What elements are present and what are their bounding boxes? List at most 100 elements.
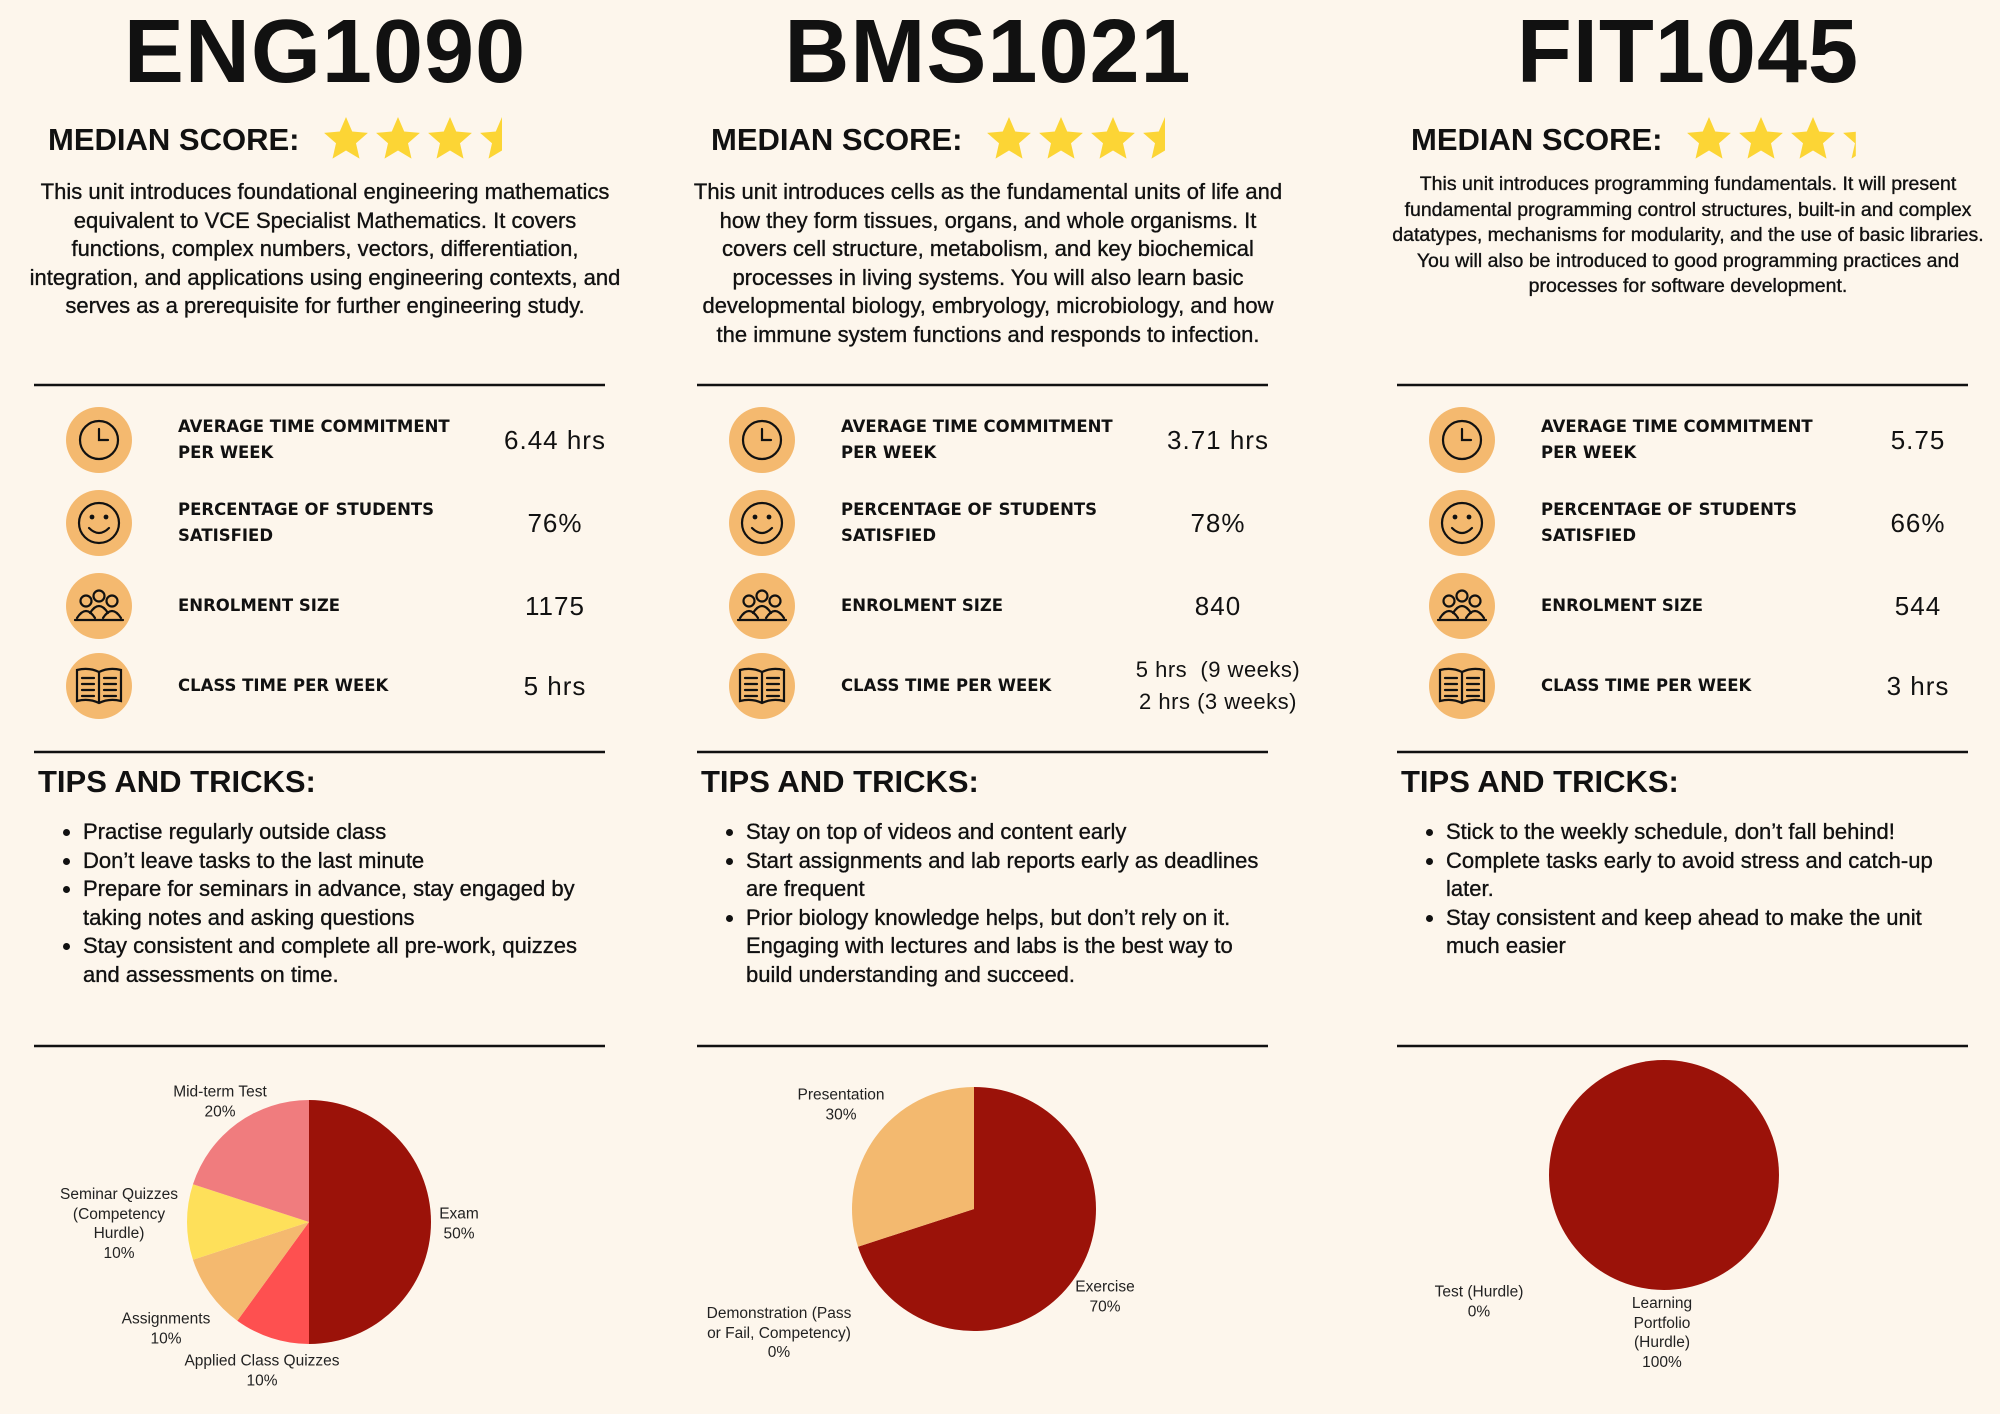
pie-value-label: 100% — [1642, 1353, 1682, 1371]
pie-slice — [192, 1100, 309, 1222]
star — [1739, 117, 1783, 159]
pie-slice — [309, 1100, 431, 1344]
tip: Stick to the weekly schedule, don’t fall… — [1446, 818, 1966, 847]
star — [1091, 117, 1135, 159]
stat-value: 5 hrs (9 weeks) 2 hrs (3 weeks) — [1108, 654, 1328, 718]
stat-icon — [1429, 653, 1495, 719]
icon-dot — [103, 514, 109, 520]
stat-label: PERCENTAGE OF STUDENTS SATISFIED — [1541, 500, 1798, 545]
tip: Stay on top of videos and content early — [746, 818, 1266, 847]
tip: Practise regularly outside class — [83, 818, 603, 847]
median-label: MEDIAN SCORE: — [711, 122, 963, 157]
icon-line — [77, 501, 121, 545]
pie-slice — [192, 1222, 309, 1321]
stat-value: 78% — [1190, 508, 1246, 538]
pie-category: Demonstration (Pass or Fail, Competency) — [706, 1304, 852, 1342]
icon-line — [764, 609, 786, 620]
pie-category: Mid-term Test — [173, 1083, 267, 1101]
median-label: MEDIAN SCORE: — [48, 122, 300, 157]
icon-line — [1438, 609, 1460, 620]
tip: Stay consistent and keep ahead to make t… — [1446, 904, 1966, 961]
pie-category: Assignments — [121, 1310, 211, 1328]
icon-dot — [752, 514, 758, 520]
star — [1687, 117, 1731, 159]
tips-heading: TIPS AND TRICKS: — [1401, 764, 1679, 799]
pie-slice — [186, 1184, 309, 1260]
stat-icon — [1429, 490, 1495, 556]
stat-label: PERCENTAGE OF STUDENTS SATISFIED — [178, 500, 435, 545]
icon-line — [750, 526, 774, 535]
stat-label: ENROLMENT SIZE — [841, 596, 1004, 615]
icon-bg — [1429, 490, 1495, 556]
icon-dot — [766, 514, 772, 520]
star — [1143, 117, 1165, 159]
pie-label: Learning Portfolio (Hurdle) 100% — [1607, 1294, 1717, 1372]
stat-label: CLASS TIME PER WEEK — [178, 676, 389, 695]
stat-value: 840 — [1194, 591, 1242, 621]
stat-value: 76% — [527, 508, 583, 538]
stat-value: 3.71 hrs — [1167, 425, 1269, 455]
pie-slice — [857, 1087, 1096, 1331]
icon-line — [760, 427, 773, 442]
icon-line — [1468, 594, 1482, 608]
unit-column: ENG1090 MEDIAN SCORE: This unit introduces… — [25, 0, 625, 1414]
pie-category: Test (Hurdle) — [1434, 1283, 1524, 1301]
pie-value-label: 0% — [767, 1343, 791, 1361]
stat-icon — [729, 573, 795, 639]
stat-icon — [66, 407, 132, 473]
icon-line — [1455, 589, 1469, 603]
pie-label: Seminar Quizzes (Competency Hurdle) 10% — [54, 1185, 184, 1263]
star — [376, 117, 420, 159]
unit-column: FIT1045 MEDIAN SCORE: This unit introduces… — [1388, 0, 1988, 1414]
description: This unit introduces foundational engine… — [29, 179, 621, 319]
icon-line — [768, 594, 782, 608]
pie-value-label: 20% — [204, 1103, 236, 1120]
pie-category: Learning Portfolio (Hurdle) — [1631, 1295, 1693, 1351]
tip: Prepare for seminars in advance, stay en… — [83, 875, 603, 932]
icon-line — [1440, 501, 1484, 545]
stat-value: 1175 — [525, 591, 585, 621]
icon-line — [738, 667, 786, 705]
pie-value-label: 50% — [443, 1225, 475, 1242]
icon-line — [97, 427, 110, 442]
pie-category: Exercise — [1075, 1278, 1135, 1296]
pie-label: Mid-term Test 20% — [145, 1083, 295, 1122]
stat-value: 6.44 hrs — [504, 425, 606, 455]
icon-line — [738, 609, 760, 620]
tips-heading: TIPS AND TRICKS: — [38, 764, 316, 799]
description: This unit introduces programming fundame… — [1392, 173, 1984, 297]
stat-label: ENROLMENT SIZE — [1541, 596, 1704, 615]
stat-icon — [66, 490, 132, 556]
unit-code: BMS1021 — [784, 2, 1192, 102]
stat-icon — [66, 653, 132, 719]
tip: Prior biology knowledge helps, but don’t… — [746, 904, 1266, 990]
stat-icon — [1429, 573, 1495, 639]
pie-slice — [1549, 1060, 1779, 1290]
pie-label: Demonstration (Pass or Fail, Competency)… — [699, 1304, 859, 1363]
stat-value-line: 5 hrs (9 weeks) — [1135, 657, 1301, 682]
star — [1843, 131, 1856, 159]
icon-line — [741, 419, 783, 461]
stat-label: PERCENTAGE OF STUDENTS SATISFIED — [841, 500, 1098, 545]
icon-dot — [1466, 514, 1472, 520]
stat-value: 544 — [1894, 591, 1942, 621]
icon-dot — [1452, 514, 1458, 520]
median-label: MEDIAN SCORE: — [1411, 122, 1663, 157]
icon-line — [79, 594, 93, 608]
icon-line — [1450, 526, 1474, 535]
pie-slice — [852, 1087, 974, 1247]
tip: Stay consistent and complete all pre-wor… — [83, 932, 603, 989]
stat-value: 5.75 — [1890, 425, 1946, 455]
stat-value-line: 2 hrs (3 weeks) — [1139, 689, 1297, 714]
icon-line — [75, 667, 123, 705]
stat-label: AVERAGE TIME COMMITMENT PER WEEK — [178, 417, 450, 462]
stat-value: 66% — [1890, 508, 1946, 538]
star — [987, 117, 1031, 159]
unit-code: ENG1090 — [123, 2, 527, 102]
icon-line — [1464, 609, 1486, 620]
icon-line — [78, 419, 120, 461]
icon-dot — [89, 514, 95, 520]
icon-line — [1451, 604, 1473, 615]
